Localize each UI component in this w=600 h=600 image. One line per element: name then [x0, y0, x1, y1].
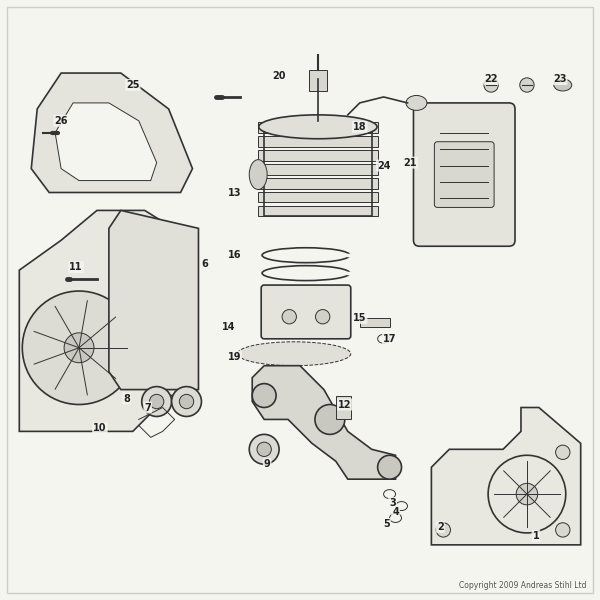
Text: 19: 19 — [227, 352, 241, 362]
Bar — [360, 318, 389, 327]
Circle shape — [22, 291, 136, 404]
Ellipse shape — [249, 160, 267, 190]
Ellipse shape — [406, 95, 427, 110]
Text: 2: 2 — [437, 522, 444, 532]
Bar — [264, 127, 371, 217]
Circle shape — [484, 78, 498, 92]
Bar — [258, 164, 377, 175]
Circle shape — [436, 523, 451, 537]
Text: 13: 13 — [227, 187, 241, 197]
Ellipse shape — [237, 342, 351, 365]
Text: 12: 12 — [338, 400, 352, 410]
Circle shape — [520, 78, 534, 92]
Text: 22: 22 — [484, 74, 498, 84]
FancyBboxPatch shape — [413, 103, 515, 246]
FancyBboxPatch shape — [261, 285, 351, 339]
Circle shape — [516, 484, 538, 505]
Bar — [258, 122, 377, 133]
Circle shape — [252, 383, 276, 407]
Text: 18: 18 — [353, 122, 367, 132]
Text: 4: 4 — [392, 507, 399, 517]
Text: 9: 9 — [264, 459, 271, 469]
Polygon shape — [109, 211, 199, 389]
Circle shape — [556, 523, 570, 537]
Bar — [309, 70, 327, 91]
Text: 10: 10 — [93, 424, 107, 433]
Text: 8: 8 — [124, 394, 130, 404]
Bar — [336, 395, 351, 419]
Text: 17: 17 — [383, 334, 397, 344]
Circle shape — [142, 386, 172, 416]
Circle shape — [64, 333, 94, 363]
Circle shape — [282, 310, 296, 324]
Text: 26: 26 — [55, 116, 68, 126]
Polygon shape — [252, 365, 395, 479]
Text: 20: 20 — [272, 71, 286, 81]
Text: 5: 5 — [383, 519, 390, 529]
FancyBboxPatch shape — [434, 142, 494, 208]
Circle shape — [316, 310, 330, 324]
Text: 1: 1 — [533, 531, 539, 541]
Circle shape — [377, 455, 401, 479]
Circle shape — [172, 386, 202, 416]
Bar — [258, 150, 377, 161]
Polygon shape — [431, 407, 581, 545]
Polygon shape — [55, 103, 157, 181]
Text: 7: 7 — [145, 403, 151, 413]
Bar — [258, 192, 377, 202]
Polygon shape — [19, 211, 193, 431]
Text: 24: 24 — [377, 161, 391, 170]
Text: 21: 21 — [404, 158, 417, 167]
Text: 15: 15 — [353, 313, 367, 323]
Text: Copyright 2009 Andreas Stihl Ltd: Copyright 2009 Andreas Stihl Ltd — [459, 581, 587, 590]
Circle shape — [488, 455, 566, 533]
Bar — [258, 206, 377, 217]
Ellipse shape — [259, 115, 377, 139]
Circle shape — [257, 442, 271, 457]
Text: 25: 25 — [126, 80, 140, 90]
Polygon shape — [31, 73, 193, 193]
Circle shape — [149, 394, 164, 409]
Circle shape — [556, 445, 570, 460]
Text: 16: 16 — [227, 250, 241, 260]
Circle shape — [179, 394, 194, 409]
Circle shape — [249, 434, 279, 464]
Circle shape — [315, 404, 345, 434]
Text: 14: 14 — [221, 322, 235, 332]
Text: 11: 11 — [69, 262, 83, 272]
Text: 3: 3 — [389, 498, 396, 508]
Bar — [258, 178, 377, 188]
Bar — [258, 136, 377, 147]
Text: 23: 23 — [553, 74, 566, 84]
Ellipse shape — [554, 79, 572, 91]
Text: 6: 6 — [201, 259, 208, 269]
